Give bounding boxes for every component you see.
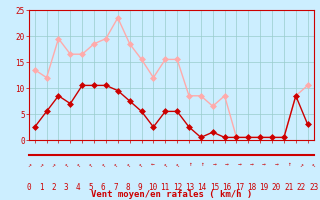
Text: 16: 16 <box>222 184 232 192</box>
Text: ↗: ↗ <box>27 162 31 168</box>
Text: ↗: ↗ <box>299 162 303 168</box>
Text: 4: 4 <box>76 184 81 192</box>
Text: ↗: ↗ <box>39 162 43 168</box>
Text: 12: 12 <box>173 184 182 192</box>
Text: 22: 22 <box>297 184 306 192</box>
Text: 19: 19 <box>260 184 269 192</box>
Text: →: → <box>237 162 241 168</box>
Text: 3: 3 <box>64 184 68 192</box>
Text: ↑: ↑ <box>287 162 291 168</box>
Text: Vent moyen/en rafales ( km/h ): Vent moyen/en rafales ( km/h ) <box>91 190 252 199</box>
Text: ↑: ↑ <box>200 162 204 168</box>
Text: →: → <box>262 162 266 168</box>
Text: →: → <box>275 162 278 168</box>
Text: 20: 20 <box>272 184 281 192</box>
Text: 0: 0 <box>27 184 31 192</box>
Text: →: → <box>250 162 253 168</box>
Text: →: → <box>213 162 216 168</box>
Text: ↖: ↖ <box>89 162 92 168</box>
Text: 5: 5 <box>88 184 93 192</box>
Text: 13: 13 <box>185 184 194 192</box>
Text: 2: 2 <box>51 184 56 192</box>
Text: ↑: ↑ <box>188 162 192 168</box>
Text: ↖: ↖ <box>312 162 316 168</box>
Text: ↖: ↖ <box>126 162 130 168</box>
Text: 15: 15 <box>210 184 219 192</box>
Text: 21: 21 <box>284 184 293 192</box>
Text: 18: 18 <box>247 184 256 192</box>
Text: 9: 9 <box>138 184 142 192</box>
Text: ↖: ↖ <box>101 162 105 168</box>
Text: ↖: ↖ <box>114 162 117 168</box>
Text: 11: 11 <box>160 184 170 192</box>
Text: ↖: ↖ <box>64 162 68 168</box>
Text: ↖: ↖ <box>76 162 80 168</box>
Text: ↗: ↗ <box>52 162 55 168</box>
Text: ↖: ↖ <box>163 162 167 168</box>
Text: 23: 23 <box>309 184 318 192</box>
Text: 1: 1 <box>39 184 44 192</box>
Text: 6: 6 <box>101 184 105 192</box>
Text: 10: 10 <box>148 184 157 192</box>
Text: ↖: ↖ <box>138 162 142 168</box>
Text: 7: 7 <box>113 184 118 192</box>
Text: →: → <box>225 162 229 168</box>
Text: 14: 14 <box>197 184 207 192</box>
Text: ↖: ↖ <box>175 162 179 168</box>
Text: ←: ← <box>151 162 155 168</box>
Text: 8: 8 <box>125 184 130 192</box>
Text: 17: 17 <box>235 184 244 192</box>
